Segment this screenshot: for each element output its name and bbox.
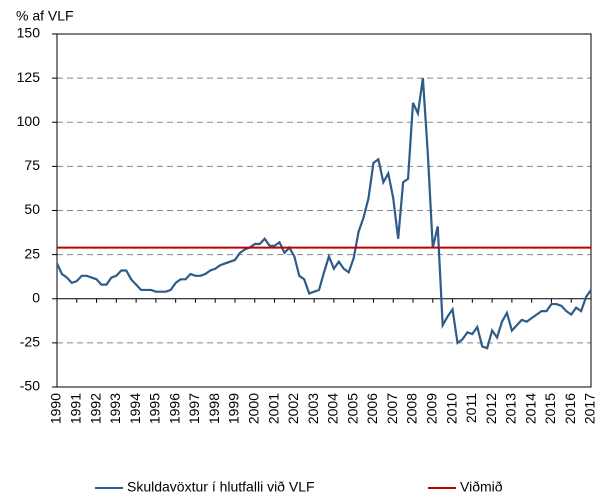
x-tick-label: 2015 (542, 393, 558, 424)
y-tick-label: 0 (32, 289, 40, 305)
x-tick-label: 2014 (522, 393, 538, 424)
series-line (56, 77, 592, 350)
x-tick-label: 1999 (226, 393, 242, 424)
x-tick-label: 2013 (503, 393, 519, 424)
x-tick-label: 1991 (67, 393, 83, 424)
y-tick-label: 75 (24, 157, 40, 173)
y-tick-label: 100 (17, 113, 41, 129)
y-tick-label: 25 (24, 245, 40, 261)
x-tick-label: 2001 (265, 393, 281, 424)
x-tick-label: 2011 (463, 393, 479, 423)
x-tick-label: 2004 (325, 393, 341, 424)
y-tick-label: 150 (17, 25, 41, 41)
x-tick-label: 1995 (147, 393, 163, 424)
x-tick-label: 2016 (562, 393, 578, 424)
x-tick-label: 1994 (127, 393, 143, 424)
x-tick-label: 2008 (404, 393, 420, 424)
x-tick-label: 1997 (186, 393, 202, 424)
y-tick-label: -25 (20, 334, 40, 350)
x-tick-label: 2002 (285, 393, 301, 424)
x-tick-label: 2000 (245, 393, 261, 424)
x-tick-label: 2003 (305, 393, 321, 424)
legend-label: Skuldavöxtur í hlutfalli við VLF (127, 479, 315, 495)
plot-frame (56, 33, 592, 388)
x-tick-label: 1998 (206, 393, 222, 424)
legend-label: Viðmið (460, 479, 503, 495)
y-tick-label: 125 (17, 69, 41, 85)
x-tick-label: 2007 (384, 393, 400, 424)
x-tick-label: 2012 (483, 393, 499, 424)
x-tick-label: 2005 (344, 393, 360, 424)
x-tick-label: 2006 (364, 393, 380, 424)
y-tick-label: 50 (24, 201, 40, 217)
x-tick-label: 1990 (48, 393, 64, 424)
y-axis-label: % af VLF (16, 8, 74, 24)
x-tick-label: 2017 (582, 393, 598, 424)
x-tick-label: 1996 (166, 393, 182, 424)
x-tick-label: 2009 (423, 393, 439, 424)
x-tick-label: 2010 (443, 393, 459, 424)
x-tick-label: 1992 (87, 393, 103, 424)
y-tick-label: -50 (20, 378, 40, 394)
x-tick-label: 1993 (107, 393, 123, 424)
